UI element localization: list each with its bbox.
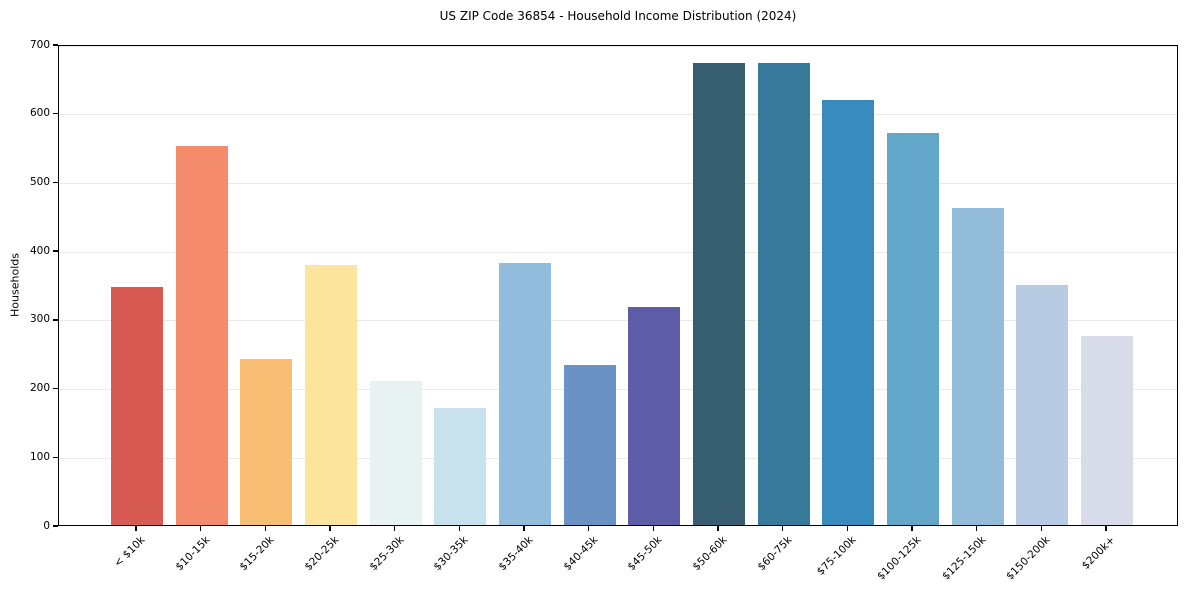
- bar: [369, 381, 422, 525]
- y-tick-mark: [53, 525, 58, 527]
- x-tick-label: $20-25k: [302, 534, 342, 574]
- y-tick-mark: [53, 44, 58, 46]
- y-tick-label: 0: [43, 519, 50, 532]
- y-tick-mark: [53, 387, 58, 390]
- y-tick-mark: [53, 319, 58, 321]
- bar: [175, 146, 228, 525]
- x-tick-label: $35-40k: [496, 534, 536, 574]
- gridline: [59, 114, 1177, 116]
- bar: [434, 407, 487, 525]
- bar: [240, 359, 293, 525]
- y-tick-mark: [53, 181, 58, 184]
- x-tick-mark: [975, 526, 978, 531]
- x-tick-label: $100-125k: [874, 534, 924, 583]
- x-tick-label: $75-100k: [815, 534, 859, 578]
- y-tick-mark: [53, 113, 58, 115]
- x-tick-label: $125-150k: [939, 534, 989, 583]
- x-tick-label: $15-20k: [237, 534, 277, 574]
- y-tick-label: 400: [29, 244, 50, 257]
- bar: [951, 207, 1004, 525]
- x-tick-label: $50-60k: [690, 534, 730, 574]
- x-tick-label: $10-15k: [173, 534, 213, 574]
- x-tick-mark: [587, 526, 590, 531]
- bar: [499, 262, 551, 525]
- gridline: [59, 251, 1177, 253]
- x-tick-mark: [1105, 526, 1107, 531]
- y-tick-label: 100: [29, 450, 50, 463]
- gridline: [59, 45, 1177, 47]
- x-tick-mark: [781, 526, 784, 531]
- x-tick-mark: [717, 526, 719, 531]
- x-tick-mark: [458, 526, 461, 531]
- y-axis-label: Households: [8, 253, 22, 317]
- y-tick-label: 700: [29, 38, 50, 51]
- x-tick-mark: [846, 526, 849, 531]
- y-tick-mark: [53, 250, 58, 252]
- x-tick-label: $30-35k: [431, 534, 471, 574]
- bar: [822, 99, 875, 525]
- x-tick-label: $200k+: [1079, 534, 1118, 572]
- gridline: [59, 320, 1177, 322]
- bar: [305, 264, 357, 525]
- x-tick-mark: [199, 526, 202, 531]
- y-tick-label: 500: [29, 175, 50, 188]
- y-tick-mark: [53, 456, 58, 458]
- y-tick-label: 200: [29, 382, 50, 395]
- gridline: [59, 182, 1177, 184]
- bar: [693, 63, 745, 525]
- plot-area: [58, 45, 1178, 526]
- x-tick-mark: [1040, 526, 1043, 531]
- x-tick-mark: [135, 526, 137, 531]
- bar: [563, 364, 616, 525]
- x-tick-label: $60-75k: [755, 534, 795, 574]
- bar: [628, 307, 681, 525]
- x-tick-mark: [911, 526, 913, 531]
- bar: [1081, 336, 1133, 525]
- bar: [111, 286, 163, 525]
- x-tick-mark: [264, 526, 267, 531]
- x-tick-label: $25-30k: [367, 534, 407, 574]
- x-tick-label: < $10k: [111, 534, 148, 570]
- bar: [887, 132, 939, 525]
- x-tick-label: $40-45k: [561, 534, 601, 574]
- x-tick-mark: [652, 526, 655, 531]
- x-tick-mark: [329, 526, 331, 531]
- bar: [1016, 284, 1069, 525]
- chart-title: US ZIP Code 36854 - Household Income Dis…: [439, 9, 797, 23]
- x-tick-label: $45-50k: [625, 534, 665, 574]
- x-tick-mark: [523, 526, 525, 531]
- gridline: [59, 389, 1177, 391]
- x-tick-mark: [393, 526, 396, 531]
- x-tick-label: $150-200k: [1004, 534, 1053, 583]
- bar: [757, 63, 810, 525]
- gridline: [59, 457, 1177, 459]
- y-tick-label: 300: [29, 313, 50, 326]
- y-tick-label: 600: [29, 107, 50, 120]
